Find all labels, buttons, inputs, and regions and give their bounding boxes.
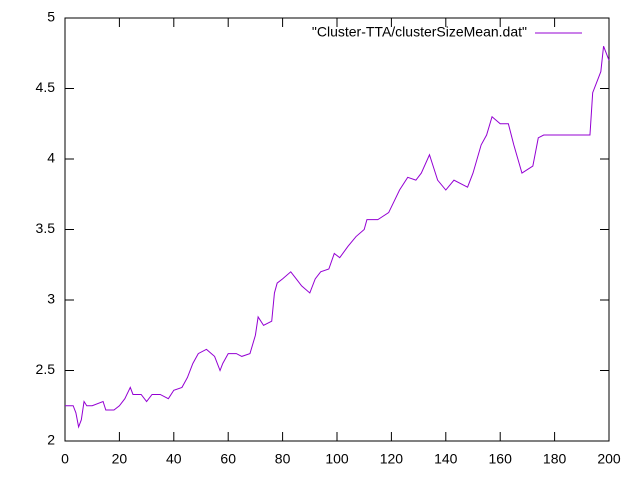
y-tick-label: 4 xyxy=(47,150,55,166)
legend-label: "Cluster-TTA/clusterSizeMean.dat" xyxy=(312,24,527,40)
x-tick-label: 160 xyxy=(489,451,513,467)
y-tick-label: 5 xyxy=(47,9,55,25)
x-tick-label: 100 xyxy=(325,451,349,467)
x-tick-label: 180 xyxy=(543,451,567,467)
y-tick-label: 3 xyxy=(47,291,55,307)
x-tick-label: 0 xyxy=(61,451,69,467)
x-tick-label: 60 xyxy=(220,451,236,467)
plot-frame xyxy=(64,17,610,442)
x-tick-label: 40 xyxy=(166,451,182,467)
x-tick-label: 140 xyxy=(434,451,458,467)
data-line xyxy=(65,46,610,429)
x-tick-label: 20 xyxy=(112,451,128,467)
x-tick-label: 200 xyxy=(597,451,621,467)
y-tick-label: 4.5 xyxy=(36,79,56,95)
x-tick-label: 120 xyxy=(380,451,404,467)
y-tick-label: 2.5 xyxy=(36,361,56,377)
y-tick-label: 2 xyxy=(47,432,55,448)
x-tick-label: 80 xyxy=(275,451,291,467)
y-tick-label: 3.5 xyxy=(36,220,56,236)
